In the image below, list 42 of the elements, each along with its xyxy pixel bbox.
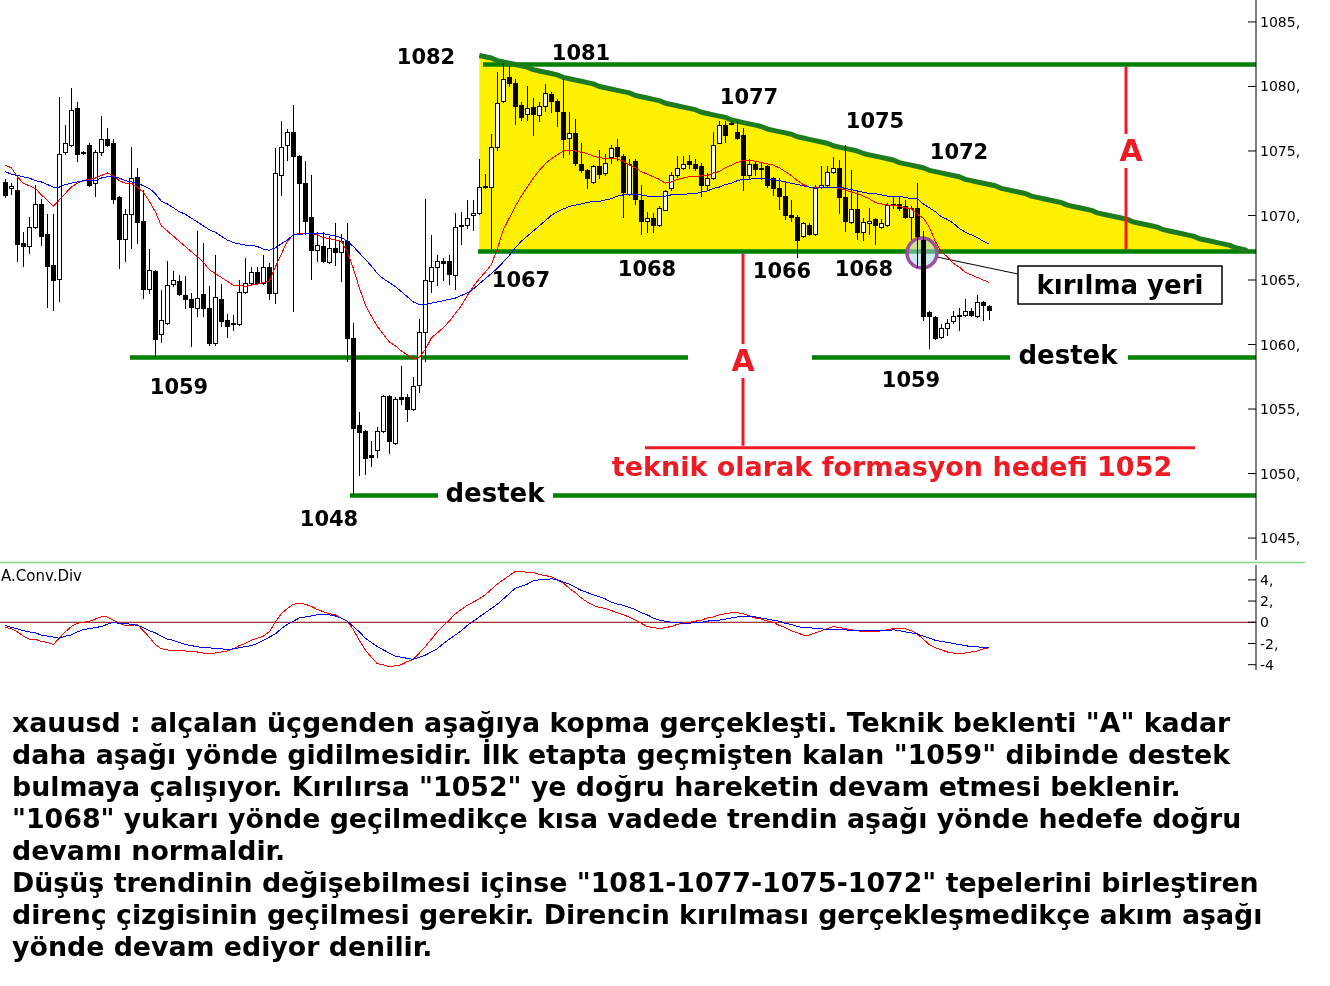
- y-tick-label: 1055,: [1260, 401, 1301, 418]
- annotation: A: [731, 342, 756, 378]
- y-tick-label: -4: [1260, 656, 1275, 673]
- annotation: 1077: [719, 84, 779, 109]
- text: devamı normaldir.: [12, 834, 286, 866]
- annotation: 1082: [396, 44, 456, 69]
- chart-title: A.Conv.Div: [1, 567, 83, 586]
- y-tick-label: 1060,: [1260, 336, 1301, 353]
- annotation: 1068: [834, 256, 894, 281]
- annotation: 1072: [929, 139, 989, 164]
- text: daha aşağı yönde gidilmesidir. İlk etapta geçmişten kalan "1059" dibinde destek: [12, 738, 1232, 770]
- y-tick-label: 1080,: [1260, 78, 1301, 95]
- annotation: kırılma yeri: [1036, 270, 1204, 301]
- annotation: 1068: [617, 257, 677, 282]
- text: Düşüş trendinin değişebilmesi içinse "1081-1077-1075-1072" tepelerini birleştiren: [12, 866, 1259, 898]
- annotation: 1067: [491, 268, 551, 293]
- annotation: 1059: [881, 367, 941, 392]
- y-tick-label: 1050,: [1260, 465, 1301, 482]
- ref-line-label: teknik olarak formasyon hedefi 1052: [611, 451, 1173, 483]
- text: xauusd : alçalan üçgenden aşağıya kopma gerçekleşti. Teknik beklenti "A" kadar: [12, 706, 1231, 738]
- y-tick-label: 2,: [1260, 593, 1274, 610]
- line-series: [4, 171, 990, 306]
- y-tick-label: 0: [1260, 614, 1269, 631]
- text: yönde devam ediyor denilir.: [12, 930, 433, 962]
- annotation: 1059: [149, 374, 209, 399]
- annotation: 1066: [752, 259, 812, 284]
- y-tick-label: 1045,: [1260, 530, 1301, 547]
- y-tick-label: 1065,: [1260, 272, 1301, 289]
- y-tick-label: 1085,: [1260, 13, 1301, 30]
- y-tick-label: 1070,: [1260, 207, 1301, 224]
- ref-line-label: destek: [1018, 339, 1119, 370]
- annotation: 1048: [299, 506, 359, 531]
- text: "1068" yukarı yönde geçilmedikçe kısa vadede trendin aşağı yönde hedefe doğru: [12, 802, 1242, 834]
- text: direnç çizgisinin geçilmesi gerekir. Direncin kırılması gerçekleşmedikçe akım aşağı: [12, 898, 1263, 930]
- ref-line-label: destek: [445, 477, 546, 508]
- annotation: 1081: [551, 41, 611, 66]
- y-tick-label: 1075,: [1260, 143, 1301, 160]
- y-tick-label: 4,: [1260, 571, 1274, 588]
- annotation: 1075: [845, 108, 905, 133]
- annotation: A: [1119, 132, 1144, 168]
- text: bulmaya çalışıyor. Kırılırsa "1052" ye doğru hareketin devam etmesi beklenir.: [12, 770, 1181, 802]
- y-tick-label: -2,: [1260, 635, 1279, 652]
